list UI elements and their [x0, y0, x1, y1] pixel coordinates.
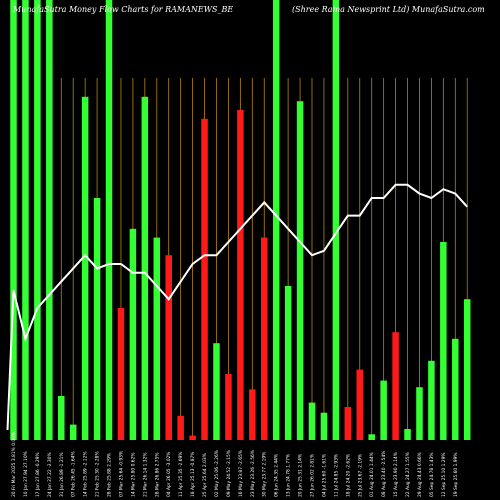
- inflow-bar: [46, 0, 53, 440]
- x-tick-label: 11 Jul 24.85 -2.93%: [333, 454, 339, 497]
- x-tick-label: 22 Aug 24.27 1.55%: [405, 452, 411, 497]
- company-name: (Shree Rama Newsprint Ltd) MunafaSutra.c…: [292, 5, 485, 14]
- inflow-bar: [69, 424, 77, 440]
- x-tick-label: 23 May 23.26 -2.56%: [250, 450, 256, 497]
- outflow-bar: [189, 435, 196, 440]
- x-tick-label: 19 Sep 25.60 1.99%: [453, 452, 459, 497]
- x-tick-label: 08 Aug 23.40 -2.54%: [381, 451, 387, 497]
- inflow-bar: [368, 434, 375, 440]
- outflow-bar: [165, 255, 172, 440]
- inflow-bar: [93, 198, 101, 440]
- x-tick-label: 04 Jul 25.60 -1.61%: [321, 454, 327, 497]
- inflow-bar: [58, 396, 65, 440]
- x-tick-label: 06 Jun 24.35 2.44%: [274, 454, 280, 497]
- x-tick-label: 27 Jun 26.02 2.81%: [310, 454, 316, 497]
- inflow-bar: [332, 0, 340, 440]
- x-tick-label: 21 Mar 26.14 1.32%: [142, 452, 148, 497]
- outflow-bar: [201, 118, 208, 441]
- x-tick-label: 20 Fri Mar 2025 3.81% 0.00%: [11, 432, 17, 497]
- chart-title: MunafaSutra Money Flow Charts for RAMANE…: [12, 5, 233, 14]
- outflow-bar: [237, 110, 244, 440]
- outflow-bar: [117, 308, 125, 440]
- inflow-bar: [272, 0, 280, 440]
- outflow-bar: [356, 369, 364, 440]
- x-tick-label: 14 Mar 25.80 0.62%: [130, 452, 136, 497]
- x-axis-labels: 20 Fri Mar 2025 3.81% 0.00% 10 Jan 27.94 …: [11, 432, 459, 497]
- x-tick-label: 02 May 25.06 -2.26%: [214, 450, 220, 497]
- x-tick-label: 13 Jun 24.78 1.77%: [286, 454, 292, 497]
- outflow-bar: [344, 407, 352, 440]
- inflow-bar: [284, 286, 292, 440]
- x-tick-label: 07 Feb 26.45 -1.64%: [71, 451, 77, 497]
- inflow-bar: [463, 299, 471, 440]
- x-tick-label: 16 May 23.87 -2.65%: [238, 450, 244, 497]
- inflow-bar: [320, 412, 328, 440]
- inflow-bar: [428, 360, 435, 440]
- x-tick-label: 15 Aug 23.90 2.14%: [393, 452, 399, 497]
- inflow-bar: [380, 380, 387, 440]
- inflow-bar: [129, 228, 137, 440]
- inflow-bar: [153, 237, 161, 440]
- x-tick-label: 12 Sep 25.10 1.29%: [441, 452, 447, 497]
- x-tick-label: 05 Sep 24.78 1.43%: [429, 452, 435, 497]
- x-tick-label: 31 Jan 26.89 -1.21%: [59, 452, 65, 497]
- x-tick-label: 11 Apr 25.35 -2.69%: [178, 452, 184, 497]
- x-tick-label: 01 Aug 24.01 1.44%: [369, 452, 375, 497]
- outflow-bar: [225, 374, 232, 440]
- x-tick-label: 07 Mar 25.64 -0.93%: [118, 451, 124, 497]
- x-tick-label: 24 Jan 27.22 -2.30%: [47, 452, 53, 497]
- x-tick-label: 30 May 23.77 2.19%: [262, 452, 268, 497]
- x-tick-label: 18 Jul 24.20 -2.62%: [345, 454, 351, 497]
- inflow-bar: [22, 0, 29, 440]
- inflow-bar: [404, 429, 411, 440]
- inflow-bar: [213, 343, 220, 440]
- x-tick-label: 29 Aug 24.43 0.66%: [417, 452, 423, 497]
- inflow-bar: [416, 387, 423, 440]
- price-line: [6, 183, 468, 431]
- x-tick-label: 09 May 24.52 -2.15%: [226, 450, 232, 497]
- inflow-bar: [308, 402, 316, 440]
- x-tick-label: 28 Feb 25.88 2.29%: [107, 453, 113, 497]
- inflow-bar: [81, 96, 89, 441]
- x-tick-label: 25 Jul 23.67 -2.19%: [357, 454, 363, 497]
- inflow-bar: [34, 0, 41, 440]
- x-tick-label: 17 Jan 27.86 -0.29%: [35, 452, 41, 497]
- inflow-bar: [440, 242, 447, 440]
- outflow-bar: [249, 389, 256, 440]
- money-flow-bars: [10, 0, 471, 441]
- inflow-bar: [141, 96, 149, 441]
- x-tick-label: 04 Apr 26.05 -3.02%: [166, 452, 172, 497]
- outflow-bar: [392, 332, 399, 440]
- x-tick-label: 10 Jan 27.94 27.10%: [23, 451, 29, 497]
- inflow-bar: [296, 101, 304, 440]
- x-tick-label: 25 Apr 25.64 2.03%: [202, 453, 208, 497]
- x-tick-label: 14 Feb 25.89 -2.12%: [83, 451, 89, 497]
- outflow-bar: [260, 237, 268, 440]
- x-tick-label: 20 Jun 25.31 2.14%: [298, 454, 304, 497]
- inflow-bar: [10, 0, 17, 440]
- inflow-bar: [452, 338, 459, 440]
- inflow-bar: [105, 0, 113, 440]
- outflow-bar: [177, 415, 184, 440]
- x-tick-label: 18 Apr 25.13 -0.87%: [190, 452, 196, 497]
- x-tick-label: 21 Feb 25.30 -2.28%: [95, 451, 101, 497]
- x-tick-label: 28 Mar 26.86 2.75%: [154, 452, 160, 497]
